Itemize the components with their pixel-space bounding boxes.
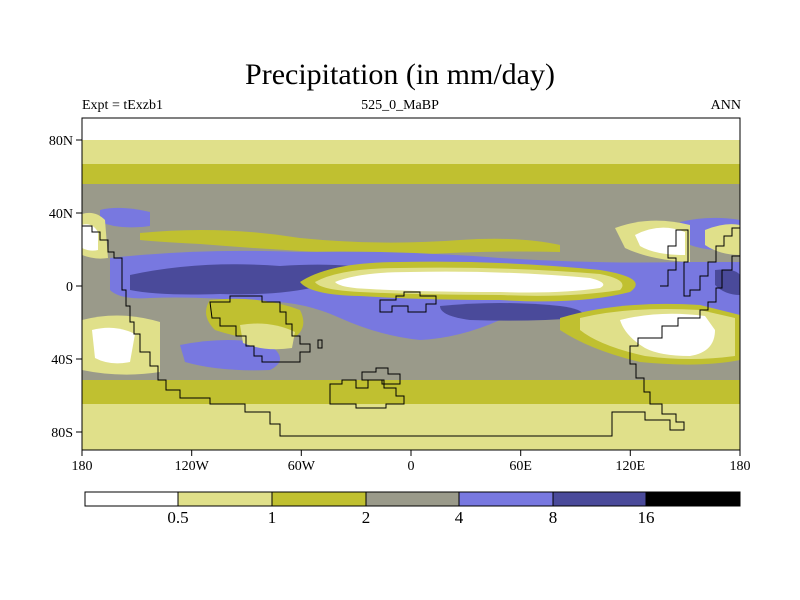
- colorbar-swatch: [272, 492, 366, 506]
- period-label: 525_0_MaBP: [361, 98, 439, 113]
- dry-west-south-white: [92, 327, 135, 364]
- outline-central-island: [379, 291, 437, 313]
- outline-south-block: [209, 295, 311, 363]
- band-north-polar: [82, 118, 740, 140]
- outline-south-island-b: [361, 367, 401, 385]
- dry-west-north-white: [82, 224, 98, 251]
- contour-field: [82, 118, 740, 450]
- map-title: Precipitation (in mm/day): [245, 58, 555, 91]
- x-tick-label: 120E: [616, 459, 646, 474]
- experiment-label: Expt = tExzb1: [82, 98, 163, 113]
- dry-east-south-white: [620, 313, 715, 356]
- colorbar-label: 8: [548, 508, 558, 527]
- y-tick-label: 80N: [49, 134, 73, 149]
- x-tick-label: 0: [408, 459, 415, 474]
- colorbar-swatch: [459, 492, 553, 506]
- axis-tick-marks: [76, 139, 741, 456]
- y-tick-label: 80S: [51, 426, 73, 441]
- season-label: ANN: [710, 98, 741, 113]
- dry-tongue-white: [335, 271, 604, 293]
- olive-streak-north: [140, 229, 560, 256]
- navy-core-central: [440, 303, 583, 321]
- outline-east: [660, 227, 740, 297]
- colorbar-frame: [84, 491, 741, 507]
- dry-east-north-white: [635, 227, 685, 255]
- band-south-pale-2: [140, 420, 300, 450]
- outline-main: [82, 225, 740, 437]
- colorbar-swatch: [553, 492, 646, 506]
- x-tick-label: 60E: [509, 459, 532, 474]
- blue-patch-south: [180, 340, 280, 371]
- navy-core-east: [715, 269, 740, 295]
- x-tick-label: 180: [72, 459, 93, 474]
- colorbar-swatch: [178, 492, 272, 506]
- band-north-pale: [82, 140, 740, 166]
- colorbar-swatch: [366, 492, 459, 506]
- y-tick-label: 40N: [49, 207, 73, 222]
- colorbar-label: 1: [267, 508, 277, 527]
- colorbar-label: 2: [361, 508, 371, 527]
- pale-patch-south: [240, 323, 295, 350]
- y-tick-label: 0: [66, 280, 73, 295]
- colorbar: [84, 491, 741, 507]
- colorbar-label: 16: [637, 508, 655, 527]
- x-tick-label: 180: [730, 459, 751, 474]
- continent-outlines: [82, 225, 740, 437]
- colorbar-swatch: [85, 492, 178, 506]
- dry-east-ne-pale: [705, 224, 740, 255]
- colorbar-swatch: [646, 492, 740, 506]
- outline-small-island: [317, 339, 323, 349]
- navy-core-west: [130, 264, 380, 295]
- blue-patch-nw: [100, 207, 150, 228]
- colorbar-label: 0.5: [167, 508, 189, 527]
- y-tick-label: 40S: [51, 353, 73, 368]
- x-tick-label: 120W: [175, 459, 210, 474]
- band-north-olive: [82, 164, 740, 184]
- colorbar-label: 4: [454, 508, 464, 527]
- x-tick-label: 60W: [288, 459, 316, 474]
- outline-south-island-a: [329, 379, 405, 409]
